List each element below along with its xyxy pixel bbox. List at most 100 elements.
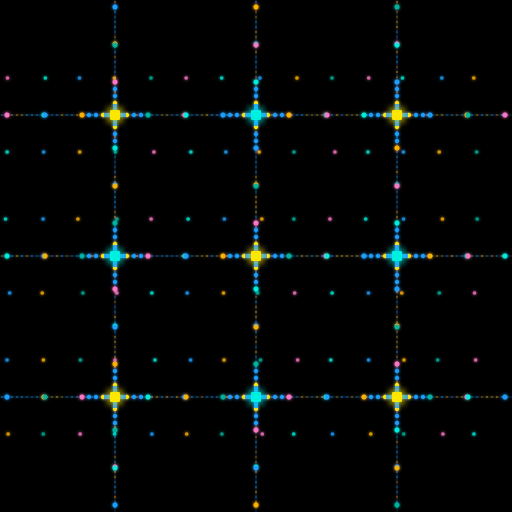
- fringe-speck: [151, 114, 153, 116]
- fringe-speck: [114, 411, 116, 413]
- fringe-speck: [451, 396, 453, 398]
- fringe-speck: [56, 396, 58, 398]
- fringe-speck: [51, 255, 53, 257]
- offset-row-spot: [440, 76, 444, 80]
- node-fringe-spot: [138, 394, 144, 400]
- fringe-speck: [255, 156, 257, 158]
- offset-row-spot: [295, 358, 300, 362]
- fringe-speck: [255, 496, 257, 498]
- fringe-speck: [114, 16, 116, 18]
- fringe-speck: [201, 255, 203, 257]
- offset-row-spot: [81, 291, 85, 295]
- fringe-speck: [396, 71, 398, 73]
- fringe-speck: [114, 201, 116, 203]
- node-fringe-spot: [131, 112, 137, 118]
- fringe-speck: [26, 396, 28, 398]
- fringe-speck: [114, 191, 116, 193]
- secondary-spot: [112, 42, 118, 48]
- node-fringe-spot: [420, 112, 426, 118]
- fringe-speck: [114, 166, 116, 168]
- secondary-spot: [112, 183, 118, 189]
- fringe-speck: [396, 26, 398, 28]
- offset-row-spot: [330, 432, 335, 436]
- fringe-speck: [296, 114, 298, 116]
- secondary-spot: [361, 394, 367, 400]
- fringe-speck: [396, 196, 398, 198]
- fringe-speck: [491, 255, 493, 257]
- fringe-speck: [296, 255, 298, 257]
- node-fringe-spot: [93, 394, 99, 400]
- fringe-speck: [396, 226, 398, 228]
- fringe-speck: [396, 56, 398, 58]
- fringe-speck: [114, 476, 116, 478]
- offset-row-spot: [112, 76, 117, 80]
- lattice-node: [392, 110, 402, 120]
- fringe-speck: [311, 396, 313, 398]
- fringe-speck: [114, 351, 116, 353]
- fringe-speck: [396, 61, 398, 63]
- fringe-speck: [396, 471, 398, 473]
- node-fringe-spot: [413, 112, 419, 118]
- offset-row-spot: [257, 150, 261, 154]
- fringe-speck: [21, 255, 23, 257]
- fringe-speck: [206, 114, 208, 116]
- offset-row-spot: [41, 358, 46, 362]
- fringe-speck: [411, 114, 413, 116]
- secondary-spot: [4, 394, 10, 400]
- fringe-speck: [114, 456, 116, 458]
- fringe-speck: [316, 114, 318, 116]
- fringe-speck: [114, 171, 116, 173]
- fringe-speck: [456, 255, 458, 257]
- offset-row-spot: [41, 150, 46, 154]
- fringe-speck: [114, 56, 116, 58]
- fringe-speck: [71, 114, 73, 116]
- secondary-spot: [253, 145, 259, 151]
- node-fringe-spot: [394, 86, 400, 92]
- node-fringe-spot: [112, 138, 118, 144]
- fringe-speck: [76, 255, 78, 257]
- secondary-spot: [145, 394, 151, 400]
- node-fringe-spot: [394, 279, 400, 285]
- fringe-speck: [114, 226, 116, 228]
- fringe-speck: [436, 255, 438, 257]
- fringe-speck: [216, 396, 218, 398]
- offset-row-spot: [115, 217, 119, 221]
- fringe-speck: [496, 396, 498, 398]
- fringe-speck: [176, 396, 178, 398]
- offset-row-spot: [184, 432, 189, 436]
- secondary-spot: [112, 465, 118, 471]
- node-fringe-spot: [86, 253, 92, 259]
- fringe-speck: [114, 331, 116, 333]
- lattice-node: [392, 251, 402, 261]
- fringe-speck: [11, 114, 13, 116]
- fringe-speck: [396, 306, 398, 308]
- fringe-speck: [471, 114, 473, 116]
- fringe-speck: [396, 136, 398, 138]
- fringe-speck: [396, 346, 398, 348]
- fringe-speck: [114, 211, 116, 213]
- secondary-spot: [427, 253, 433, 259]
- fringe-speck: [114, 301, 116, 303]
- node-fringe-spot: [375, 394, 381, 400]
- fringe-speck: [316, 396, 318, 398]
- secondary-spot: [465, 253, 471, 259]
- secondary-spot: [183, 394, 189, 400]
- secondary-spot: [79, 394, 85, 400]
- node-fringe-spot: [375, 112, 381, 118]
- fringe-speck: [456, 114, 458, 116]
- fringe-speck: [171, 114, 173, 116]
- node-fringe-spot: [93, 112, 99, 118]
- fringe-speck: [71, 255, 73, 257]
- fringe-speck: [171, 396, 173, 398]
- node-fringe-spot: [420, 394, 426, 400]
- fringe-speck: [396, 296, 398, 298]
- node-fringe-spot: [368, 112, 374, 118]
- fringe-speck: [396, 351, 398, 353]
- secondary-spot: [253, 79, 259, 85]
- fringe-speck: [336, 396, 338, 398]
- fringe-speck: [396, 381, 398, 383]
- offset-row-spot: [255, 291, 260, 295]
- fringe-speck: [255, 71, 257, 73]
- secondary-spot: [253, 324, 259, 330]
- fringe-speck: [486, 114, 488, 116]
